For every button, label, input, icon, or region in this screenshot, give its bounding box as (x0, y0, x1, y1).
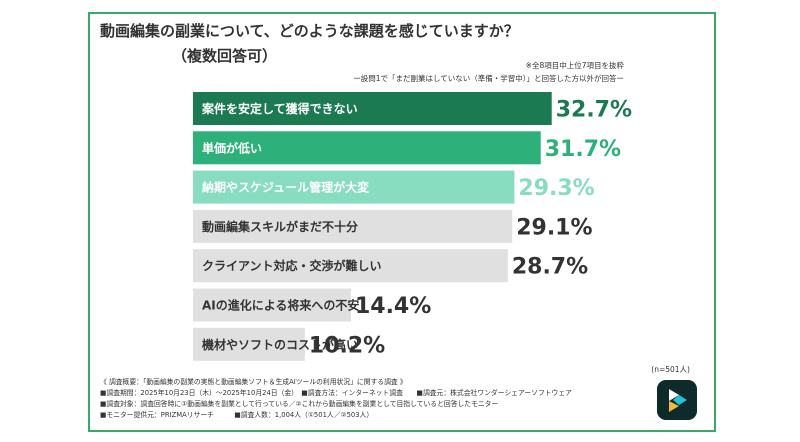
survey-target-line: ■調査対象：調査回答時に①動画編集を副業として行っている／②これから動画編集を副… (100, 400, 499, 408)
chart-title: 動画編集の副業について、どのような課題を感じていますか？ (100, 22, 519, 40)
bar-value-label: 31.7% (545, 137, 621, 162)
bar-5 (193, 288, 351, 322)
bar-category-label: AIの進化による将来への不安 (202, 298, 359, 313)
bar-value-label: 29.3% (518, 176, 594, 201)
bar-value-label: 29.1% (516, 215, 592, 240)
survey-provider-line: ■モニター提供元：PRIZMAリサーチ ■調査人数：1,004人（①501人／②… (100, 411, 374, 419)
bar-1 (193, 131, 541, 165)
bar-value-label: 10.2% (309, 333, 385, 358)
bar-2 (193, 170, 515, 204)
selection-note: ※全8項目中上位7項目を抜粋 (525, 61, 624, 70)
bar-category-label: 動画編集スキルがまだ不十分 (202, 219, 358, 234)
survey-footer: 《 調査概要：「動画編集の副業の実態と動画編集ソフト＆生成AIツールの利用状況」… (100, 377, 660, 421)
bar-6 (193, 327, 305, 361)
bar-4 (193, 249, 508, 283)
bar-category-label: クライアント対応・交渉が難しい (202, 258, 382, 273)
bar-0 (193, 92, 552, 125)
bar-category-label: 機材やソフトのコストが高い (202, 337, 358, 352)
bar-category-label: 納期やスケジュール管理が大変 (202, 180, 370, 195)
bar-value-label: 14.4% (355, 294, 431, 319)
bar-value-label: 32.7% (556, 98, 632, 123)
respondent-filter-note: ー設問1で「まだ副業はしていない（準備・学習中）」と回答した方以外が回答ー (353, 74, 624, 83)
bar-category-label: 単価が低い (202, 140, 262, 155)
bar-3 (193, 209, 513, 243)
survey-overview-line: 《 調査概要：「動画編集の副業の実態と動画編集ソフト＆生成AIツールの利用状況」… (100, 378, 407, 386)
chart-subtitle: （複数回答可） (172, 47, 278, 65)
filmora-logo-icon (657, 380, 697, 420)
survey-period-line: ■調査期間：2025年10月23日（木）～2025年10月24日（金） ■調査方… (100, 389, 572, 397)
bar-category-label: 案件を安定して獲得できない (201, 101, 358, 116)
bar-value-label: 28.7% (512, 255, 588, 280)
sample-size-label: (n=501人) (651, 365, 690, 374)
